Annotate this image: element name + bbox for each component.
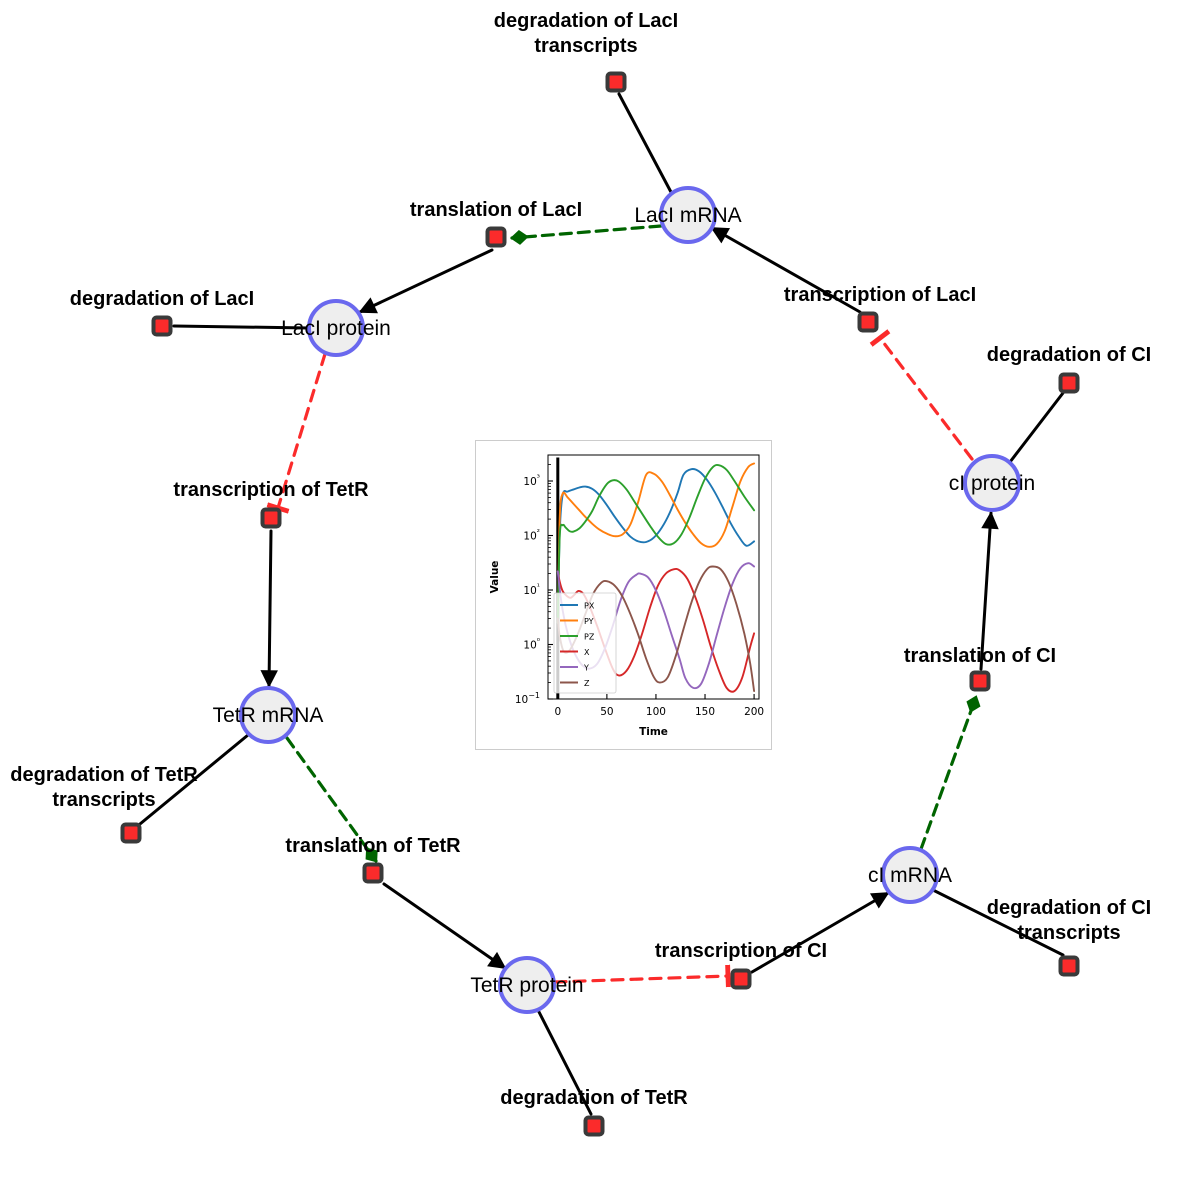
edge-plain bbox=[1008, 391, 1065, 464]
legend-label-Y: Y bbox=[583, 664, 589, 673]
y-tick-label: 10³ bbox=[523, 473, 540, 488]
edge-arrow bbox=[750, 891, 890, 974]
label-layer: degradation of LacI transcripts translatio… bbox=[10, 10, 1151, 1109]
x-tick-label: 150 bbox=[695, 706, 715, 718]
reaction-label: transcription of TetR bbox=[173, 479, 369, 501]
species-label: LacI mRNA bbox=[634, 204, 741, 227]
edge-inhibit bbox=[553, 964, 731, 988]
reaction-node[interactable] bbox=[485, 226, 507, 248]
reaction-node[interactable] bbox=[1058, 955, 1080, 977]
y-tick-label: 10⁰ bbox=[523, 637, 540, 652]
series-line-PY bbox=[556, 462, 756, 624]
species-node[interactable] bbox=[307, 299, 365, 357]
reaction-node[interactable] bbox=[1058, 372, 1080, 394]
reaction-node[interactable] bbox=[605, 71, 627, 93]
y-tick-label: 10² bbox=[523, 528, 540, 543]
x-tick-label: 50 bbox=[600, 706, 613, 718]
species-node[interactable] bbox=[881, 846, 939, 904]
edge-plain bbox=[931, 888, 1065, 957]
y-tick-label: 10−1 bbox=[515, 691, 540, 706]
edge-modifier bbox=[285, 736, 378, 863]
edge-plain bbox=[172, 324, 311, 330]
edge-modifier bbox=[510, 224, 663, 245]
edge-plain bbox=[536, 1008, 593, 1116]
reaction-node[interactable] bbox=[260, 507, 282, 529]
y-axis-label: Value bbox=[489, 561, 501, 594]
species-node[interactable] bbox=[239, 686, 297, 744]
node-layer bbox=[120, 71, 1080, 1137]
legend-label-PY: PY bbox=[584, 617, 594, 626]
series-line-PX bbox=[556, 468, 756, 624]
legend-label-X: X bbox=[584, 648, 590, 657]
reaction-node[interactable] bbox=[730, 968, 752, 990]
species-label: LacI protein bbox=[281, 317, 391, 340]
reaction-label: degradation of TetR transcripts bbox=[10, 764, 198, 811]
species-label: cI mRNA bbox=[868, 864, 952, 887]
legend-label-Z: Z bbox=[584, 679, 590, 688]
reaction-label: translation of LacI bbox=[410, 199, 582, 221]
x-tick-label: 200 bbox=[744, 706, 764, 718]
reaction-label: translation of TetR bbox=[285, 835, 461, 857]
reaction-node[interactable] bbox=[362, 862, 384, 884]
reaction-label: degradation of LacI bbox=[70, 288, 254, 310]
reaction-node[interactable] bbox=[120, 822, 142, 844]
edge-layer bbox=[138, 92, 1065, 1116]
edge-arrow bbox=[979, 511, 999, 671]
reaction-node[interactable] bbox=[969, 670, 991, 692]
reaction-label: transcription of LacI bbox=[784, 284, 976, 306]
legend-label-PX: PX bbox=[584, 602, 595, 611]
edge-arrow bbox=[710, 226, 862, 314]
species-label: TetR protein bbox=[470, 974, 583, 997]
reaction-label: transcription of CI bbox=[655, 940, 827, 962]
series-line-PZ bbox=[556, 464, 756, 624]
x-tick-label: 100 bbox=[646, 706, 666, 718]
reaction-label: degradation of LacI transcripts bbox=[494, 10, 678, 57]
species-node[interactable] bbox=[659, 186, 717, 244]
reaction-node[interactable] bbox=[151, 315, 173, 337]
timeseries-chart: 10−1 10⁰ 10¹ 10² 10³ 0 50 100 150 200 Time Value PX P… bbox=[476, 441, 771, 749]
edge-inhibit bbox=[869, 329, 974, 461]
y-tick-label: 10¹ bbox=[523, 582, 540, 597]
edge-modifier bbox=[919, 695, 981, 851]
edge-inhibit bbox=[266, 352, 327, 514]
reaction-label: degradation of TetR bbox=[500, 1087, 688, 1109]
reaction-label: translation of CI bbox=[904, 645, 1056, 667]
legend-label-PZ: PZ bbox=[584, 633, 595, 642]
reaction-label: degradation of CI transcripts bbox=[987, 897, 1151, 944]
edge-arrow bbox=[358, 248, 494, 314]
edge-plain bbox=[138, 733, 250, 826]
edge-plain bbox=[617, 92, 674, 196]
species-node[interactable] bbox=[498, 956, 556, 1014]
species-node[interactable] bbox=[963, 454, 1021, 512]
x-axis-label: Time bbox=[639, 726, 668, 738]
edge-arrow bbox=[260, 529, 278, 688]
reaction-node[interactable] bbox=[583, 1115, 605, 1137]
species-label: TetR mRNA bbox=[213, 704, 324, 727]
inset-timeseries-plot: 10−1 10⁰ 10¹ 10² 10³ 0 50 100 150 200 Time Value PX P… bbox=[475, 440, 772, 750]
reaction-node[interactable] bbox=[857, 311, 879, 333]
species-label: cI protein bbox=[949, 472, 1035, 495]
x-tick-label: 0 bbox=[554, 706, 561, 718]
edge-arrow bbox=[382, 882, 507, 970]
plot-frame bbox=[547, 454, 760, 700]
reaction-label: degradation of CI bbox=[987, 344, 1151, 366]
